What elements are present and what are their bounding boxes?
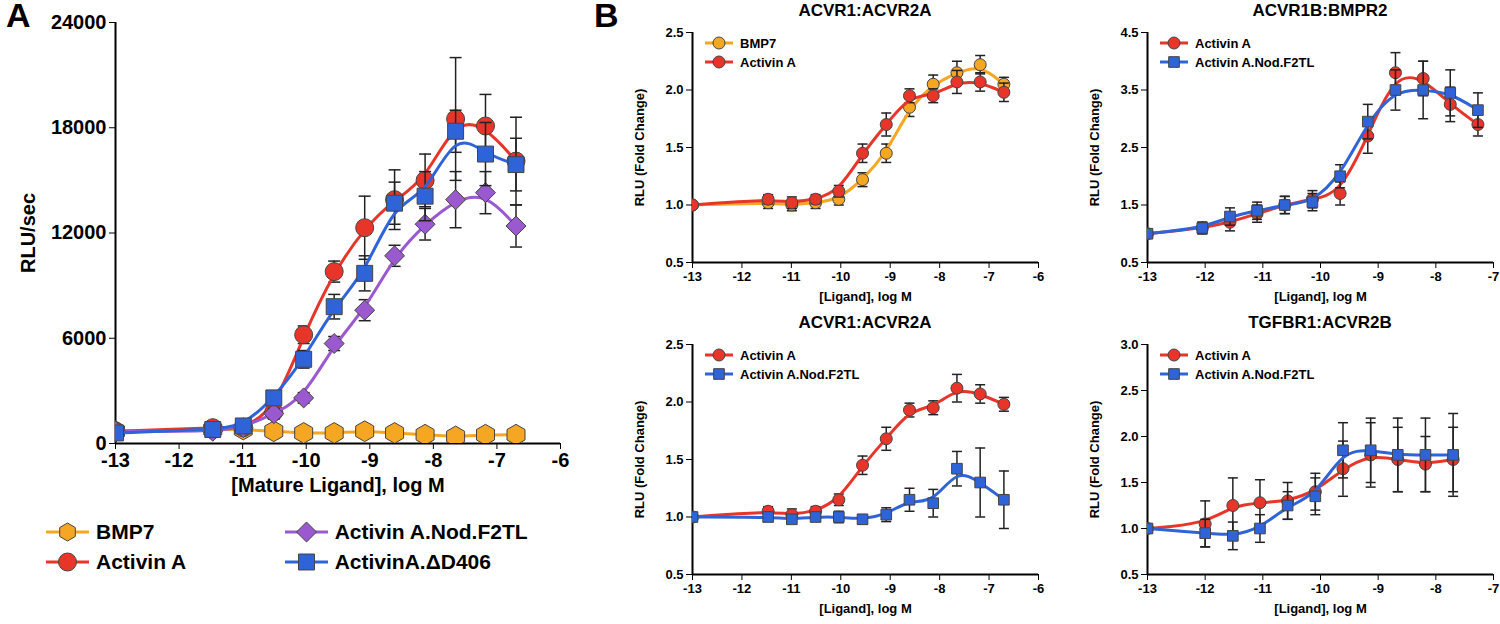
svg-text:0.5: 0.5 bbox=[665, 255, 683, 270]
svg-text:18000: 18000 bbox=[51, 116, 107, 138]
svg-text:-7: -7 bbox=[488, 449, 506, 471]
svg-text:-6: -6 bbox=[1033, 269, 1045, 284]
svg-text:[Ligand], log M: [Ligand], log M bbox=[819, 601, 911, 616]
svg-text:-9: -9 bbox=[361, 449, 379, 471]
html-text:ACVR1:ACVR2A: ACVR1:ACVR2A bbox=[798, 313, 932, 332]
svg-text:2.5: 2.5 bbox=[1120, 383, 1138, 398]
svg-text:-13: -13 bbox=[1138, 581, 1157, 596]
svg-text:0: 0 bbox=[95, 431, 107, 454]
svg-text:2.0: 2.0 bbox=[665, 394, 683, 409]
html-text:Activin A: Activin A bbox=[1195, 347, 1251, 363]
svg-text:0.5: 0.5 bbox=[1120, 255, 1138, 270]
html-text:Activin A: Activin A bbox=[740, 347, 796, 363]
svg-text:RLU (Fold Change): RLU (Fold Change) bbox=[632, 89, 647, 207]
svg-text:RLU (Fold Change): RLU (Fold Change) bbox=[1087, 401, 1102, 519]
html-text:ACVR1B:BMPR2: ACVR1B:BMPR2 bbox=[1252, 1, 1388, 20]
svg-text:-12: -12 bbox=[1196, 581, 1215, 596]
svg-text:1.5: 1.5 bbox=[665, 452, 683, 467]
html-text:Activin A.Nod.F2TL: Activin A.Nod.F2TL bbox=[1195, 54, 1315, 70]
svg-text:2.5: 2.5 bbox=[665, 25, 683, 40]
svg-text:1.5: 1.5 bbox=[1120, 197, 1138, 212]
svg-text:[Ligand], log M: [Ligand], log M bbox=[819, 289, 911, 304]
svg-text:-6: -6 bbox=[1033, 581, 1045, 596]
html-text:ActivinA.ΔD406: ActivinA.ΔD406 bbox=[334, 550, 491, 573]
html-text:Activin A.Nod.F2TL: Activin A.Nod.F2TL bbox=[1195, 366, 1315, 382]
svg-text:-8: -8 bbox=[424, 449, 442, 471]
svg-text:-12: -12 bbox=[733, 269, 752, 284]
svg-text:-13: -13 bbox=[683, 581, 702, 596]
svg-text:24000: 24000 bbox=[51, 11, 107, 33]
html-text:TGFBR1:ACVR2B: TGFBR1:ACVR2B bbox=[1248, 313, 1392, 332]
svg-text:3.0: 3.0 bbox=[1120, 337, 1138, 352]
svg-text:-8: -8 bbox=[934, 269, 946, 284]
svg-text:2.5: 2.5 bbox=[665, 337, 683, 352]
html-text:Activin A: Activin A bbox=[740, 54, 796, 70]
svg-text:1.5: 1.5 bbox=[665, 140, 683, 155]
svg-text:-10: -10 bbox=[831, 269, 850, 284]
svg-text:-13: -13 bbox=[101, 449, 130, 471]
svg-text:2.5: 2.5 bbox=[1120, 140, 1138, 155]
svg-text:-11: -11 bbox=[1254, 581, 1272, 596]
svg-text:1.5: 1.5 bbox=[1120, 475, 1138, 490]
html-text:Activin A.Nod.F2TL: Activin A.Nod.F2TL bbox=[740, 366, 860, 382]
svg-text:-11: -11 bbox=[782, 269, 800, 284]
svg-text:-10: -10 bbox=[1311, 581, 1330, 596]
html-text:Activin A.Nod.F2TL: Activin A.Nod.F2TL bbox=[334, 520, 528, 543]
svg-text:-13: -13 bbox=[1138, 269, 1157, 284]
svg-text:-11: -11 bbox=[1254, 269, 1272, 284]
svg-text:-6: -6 bbox=[552, 449, 570, 471]
svg-text:1.0: 1.0 bbox=[665, 509, 683, 524]
svg-text:RLU (Fold Change): RLU (Fold Change) bbox=[632, 401, 647, 519]
svg-text:-7: -7 bbox=[1488, 581, 1500, 596]
svg-text:-10: -10 bbox=[831, 581, 850, 596]
svg-text:-8: -8 bbox=[1430, 269, 1442, 284]
svg-text:-13: -13 bbox=[683, 269, 702, 284]
svg-text:6000: 6000 bbox=[62, 327, 107, 349]
svg-text:[Ligand], log M: [Ligand], log M bbox=[1274, 601, 1366, 616]
svg-text:-12: -12 bbox=[1196, 269, 1215, 284]
svg-text:-8: -8 bbox=[934, 581, 946, 596]
html-text:BMP7: BMP7 bbox=[740, 35, 777, 51]
svg-text:0.5: 0.5 bbox=[1120, 567, 1138, 582]
html-text:BMP7: BMP7 bbox=[96, 520, 155, 543]
html-text:ACVR1:ACVR2A: ACVR1:ACVR2A bbox=[798, 1, 932, 20]
svg-text:12000: 12000 bbox=[51, 221, 107, 243]
svg-text:[Ligand], log M: [Ligand], log M bbox=[1274, 289, 1366, 304]
svg-text:2.0: 2.0 bbox=[665, 82, 683, 97]
svg-text:-7: -7 bbox=[1488, 269, 1500, 284]
html-text:Activin A: Activin A bbox=[1195, 35, 1251, 51]
svg-text:-7: -7 bbox=[983, 269, 995, 284]
svg-text:1.0: 1.0 bbox=[1120, 521, 1138, 536]
html-text:Activin A: Activin A bbox=[96, 550, 187, 573]
svg-text:-11: -11 bbox=[782, 581, 800, 596]
svg-text:-10: -10 bbox=[1311, 269, 1330, 284]
svg-text:1.0: 1.0 bbox=[665, 197, 683, 212]
svg-text:-12: -12 bbox=[165, 449, 194, 471]
svg-text:0.5: 0.5 bbox=[665, 567, 683, 582]
svg-text:-8: -8 bbox=[1430, 581, 1442, 596]
svg-text:3.5: 3.5 bbox=[1120, 82, 1138, 97]
svg-text:-11: -11 bbox=[229, 449, 257, 471]
svg-text:RLU (Fold Change): RLU (Fold Change) bbox=[1087, 89, 1102, 207]
svg-text:-9: -9 bbox=[1372, 581, 1384, 596]
svg-text:-9: -9 bbox=[884, 581, 896, 596]
svg-text:-12: -12 bbox=[733, 581, 752, 596]
svg-text:RLU/sec: RLU/sec bbox=[17, 193, 39, 273]
svg-text:2.0: 2.0 bbox=[1120, 429, 1138, 444]
svg-text:-10: -10 bbox=[292, 449, 321, 471]
svg-text:-9: -9 bbox=[1372, 269, 1384, 284]
svg-text:-9: -9 bbox=[884, 269, 896, 284]
svg-text:[Mature Ligand], log M: [Mature Ligand], log M bbox=[231, 474, 444, 496]
svg-text:-7: -7 bbox=[983, 581, 995, 596]
svg-text:4.5: 4.5 bbox=[1120, 25, 1138, 40]
